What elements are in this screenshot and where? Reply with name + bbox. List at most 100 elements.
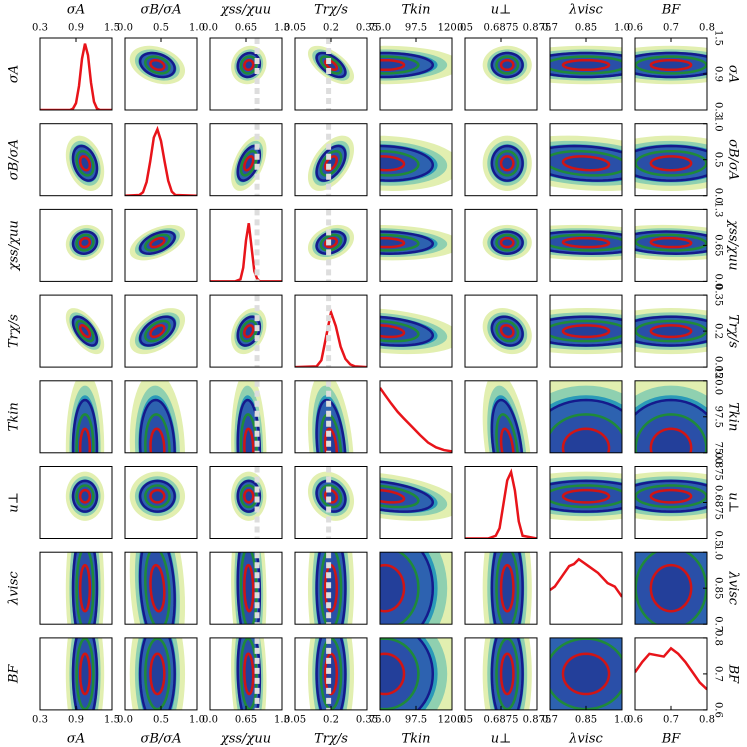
y-tick-label: 1.0 — [713, 544, 724, 560]
x-tick-label: 120.0 — [438, 715, 467, 726]
panel — [39, 123, 113, 197]
contour — [649, 236, 693, 249]
panel — [464, 37, 538, 111]
x-axis-label: σA — [67, 732, 85, 747]
contour — [561, 236, 611, 249]
panel — [124, 466, 198, 539]
panel — [634, 123, 708, 197]
panel-content — [307, 466, 355, 539]
panel-content — [65, 637, 105, 710]
panel-frame — [549, 380, 623, 454]
contour — [499, 155, 515, 172]
panel — [294, 294, 368, 368]
contour — [243, 324, 255, 339]
x-tick-label: 0.3 — [32, 715, 48, 726]
x-tick-label: 0.0 — [202, 715, 218, 726]
y-axis-label: σB/σA — [726, 139, 741, 180]
y-tick-label: 0.5 — [713, 531, 724, 547]
y-axis-label: Trχ/s — [726, 314, 741, 348]
x-tick-label: 0.35 — [356, 715, 378, 726]
panel-frame — [464, 380, 538, 454]
panel-content — [550, 135, 622, 191]
panel — [209, 294, 283, 368]
panel-frame — [379, 466, 453, 539]
y-axis-label: λvisc — [726, 570, 741, 605]
contour — [243, 427, 255, 453]
panel-content — [380, 135, 452, 191]
x-tick-label: 0.65 — [235, 23, 257, 34]
panel-content — [125, 125, 197, 196]
panel — [124, 123, 198, 197]
panel — [634, 637, 708, 711]
contour — [149, 58, 166, 72]
contour — [243, 652, 255, 696]
x-tick-label: 0.05 — [284, 23, 306, 34]
x-axis-label: σB/σA — [140, 732, 181, 747]
panel — [124, 37, 198, 111]
panel-frame — [294, 208, 368, 282]
panel-frame — [294, 380, 368, 454]
y-tick-label: 1.0 — [713, 116, 724, 132]
panel-content — [482, 637, 532, 710]
panel-content — [550, 308, 622, 355]
panel — [209, 380, 283, 454]
y-axis-label: σB/σA — [7, 139, 22, 180]
panel-frame — [549, 123, 623, 197]
panel-content — [482, 224, 532, 261]
panel — [634, 294, 708, 368]
y-axis-label: BF — [726, 664, 741, 685]
x-tick-label: 0.65 — [235, 715, 257, 726]
panel-content — [129, 45, 186, 85]
panel-content — [231, 295, 267, 368]
panel-content — [550, 224, 622, 261]
x-tick-label: 1.0 — [189, 23, 205, 34]
y-tick-label: 0.85 — [713, 577, 724, 599]
panel — [379, 637, 453, 711]
x-tick-label: 0.2 — [323, 23, 339, 34]
x-tick-label: 0.05 — [284, 715, 306, 726]
contour — [149, 652, 166, 696]
panel-frame — [124, 466, 198, 539]
contour — [499, 652, 515, 696]
panel-content — [482, 308, 532, 355]
panel-frame — [209, 208, 283, 282]
panel-frame — [549, 466, 623, 539]
panel-content — [380, 224, 452, 261]
x-tick-label: 0.85 — [575, 715, 597, 726]
panel-content — [550, 557, 622, 598]
panel-frame — [464, 208, 538, 282]
panel-content — [129, 224, 186, 261]
contour — [78, 155, 92, 172]
panel — [124, 551, 198, 625]
panel — [379, 123, 453, 197]
panel — [464, 637, 538, 711]
density-curve — [465, 468, 537, 539]
panel-content — [380, 473, 452, 521]
contour — [649, 427, 693, 453]
x-tick-label: 1.0 — [614, 23, 630, 34]
panel-content — [307, 637, 355, 710]
panel-content — [129, 637, 186, 710]
panel — [634, 551, 708, 625]
x-tick-label: 1.5 — [104, 23, 120, 34]
panel-content — [231, 466, 267, 539]
contour — [561, 58, 611, 72]
panel — [124, 380, 198, 454]
density-curve — [635, 646, 707, 691]
x-tick-label: 0.3 — [32, 23, 48, 34]
contour — [149, 563, 166, 613]
panel — [209, 551, 283, 625]
panel — [294, 123, 368, 197]
x-tick-label: 0.7 — [542, 23, 558, 34]
contour — [149, 427, 166, 453]
x-tick-label: 120.0 — [438, 23, 467, 34]
panel-content — [129, 471, 186, 521]
y-axis-label: BF — [7, 664, 22, 685]
x-tick-label: 0.85 — [575, 23, 597, 34]
panel — [209, 37, 283, 111]
panel — [549, 637, 623, 711]
panel-frame — [124, 123, 198, 197]
panel — [464, 123, 538, 197]
panel-frame — [209, 123, 283, 197]
